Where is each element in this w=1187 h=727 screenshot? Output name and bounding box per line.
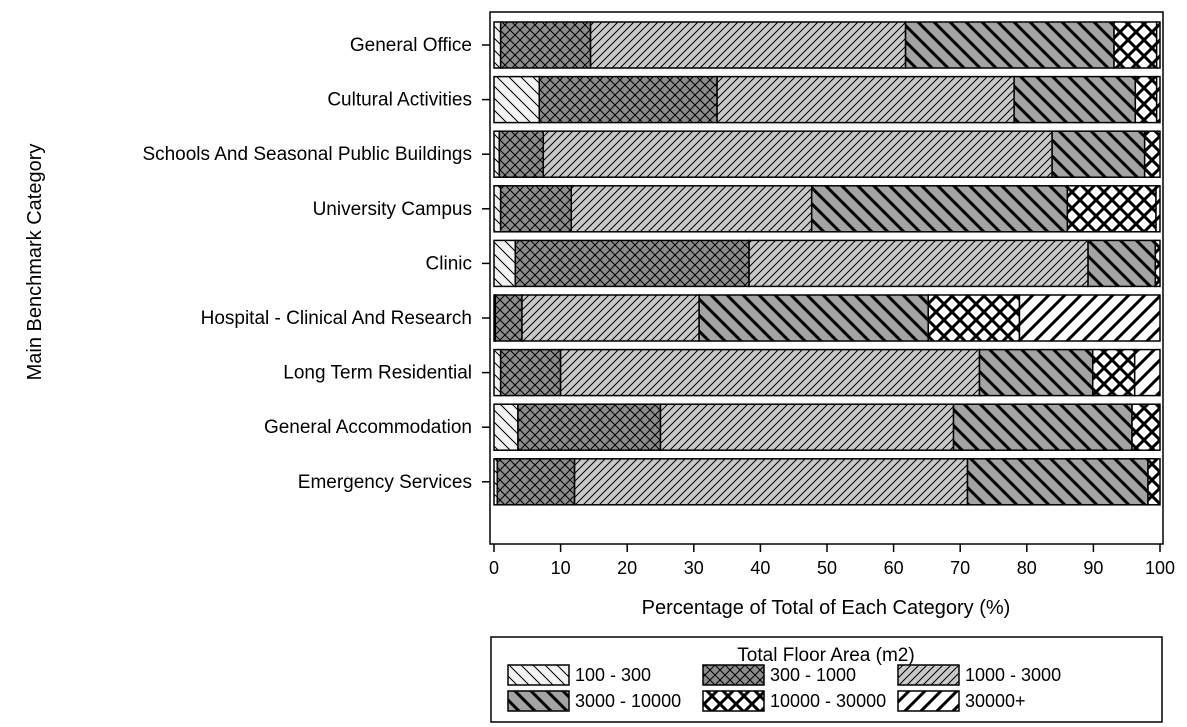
- bar-university-campus-300-1000: [499, 185, 573, 233]
- bar-clinic-3000-10000: [1087, 239, 1157, 288]
- legend-swatch-100-300: [507, 664, 570, 686]
- legend-swatch-30000: [897, 690, 960, 712]
- category-label: Long Term Residential: [283, 363, 472, 384]
- x-tick-label: 80: [1017, 558, 1037, 578]
- x-tick-label: 100: [1145, 558, 1175, 578]
- category-label: Hospital - Clinical And Research: [201, 308, 472, 329]
- bar-emergency-services-3000-10000: [966, 458, 1149, 506]
- bar-general-office-100-300: [493, 21, 502, 69]
- legend-swatch-10000-30000: [702, 690, 765, 712]
- legend-label: 1000 - 3000: [965, 665, 1061, 685]
- bar-cultural-activities-300-1000: [538, 75, 718, 124]
- legend-label: 300 - 1000: [770, 665, 856, 685]
- y-axis-title: Main Benchmark Category: [24, 144, 46, 381]
- bar-long-term-residential-300-1000: [499, 348, 562, 397]
- bar-general-accommodation-100-300: [493, 403, 519, 451]
- x-tick-label: 10: [551, 558, 571, 578]
- category-label: Emergency Services: [298, 472, 472, 493]
- bar-hospital-clinical-and-research-30000: [1018, 294, 1161, 342]
- category-label: General Accommodation: [264, 417, 472, 438]
- category-label: Schools And Seasonal Public Buildings: [142, 144, 472, 165]
- bar-long-term-residential-100-300: [493, 348, 502, 397]
- bar-hospital-clinical-and-research-10000-30000: [927, 294, 1021, 342]
- x-tick-label: 60: [884, 558, 904, 578]
- bar-emergency-services-300-1000: [496, 458, 576, 506]
- bar-hospital-clinical-and-research-3000-10000: [698, 294, 929, 342]
- legend-label: 100 - 300: [575, 665, 651, 685]
- bar-clinic-1000-3000: [748, 239, 1089, 288]
- bar-schools-and-seasonal-public-buildings-1000-3000: [542, 130, 1053, 178]
- bar-clinic-10000-30000: [1154, 239, 1161, 288]
- bar-general-accommodation-10000-30000: [1131, 403, 1161, 451]
- bar-general-office-30000: [1155, 21, 1161, 69]
- bar-general-accommodation-3000-10000: [952, 403, 1133, 451]
- bar-hospital-clinical-and-research-300-1000: [494, 294, 523, 342]
- legend-label: 30000+: [965, 691, 1026, 711]
- bar-general-accommodation-300-1000: [517, 403, 662, 451]
- category-label: Cultural Activities: [327, 90, 472, 111]
- x-tick-label: 0: [489, 558, 499, 578]
- legend-swatch-1000-3000: [897, 664, 960, 686]
- x-tick-label: 70: [950, 558, 970, 578]
- bar-cultural-activities-10000-30000: [1134, 75, 1158, 124]
- bar-schools-and-seasonal-public-buildings-10000-30000: [1143, 130, 1161, 178]
- x-tick-label: 20: [617, 558, 637, 578]
- bar-long-term-residential-3000-10000: [978, 348, 1094, 397]
- bar-schools-and-seasonal-public-buildings-100-300: [493, 130, 501, 178]
- bar-clinic-100-300: [493, 239, 517, 288]
- category-label: General Office: [350, 35, 472, 56]
- bars-layer: [493, 21, 1161, 506]
- bar-university-campus-1000-3000: [570, 185, 813, 233]
- bar-clinic-300-1000: [514, 239, 750, 288]
- bar-hospital-clinical-and-research-1000-3000: [521, 294, 700, 342]
- legend-label: 10000 - 30000: [770, 691, 886, 711]
- bar-general-office-300-1000: [499, 21, 592, 69]
- category-labels: General Office Cultural Activities Schools…: [142, 35, 490, 493]
- bar-university-campus-30000: [1155, 185, 1161, 233]
- bar-general-office-1000-3000: [589, 21, 907, 69]
- bar-university-campus-100-300: [493, 185, 502, 233]
- legend-title: Total Floor Area (m2): [737, 645, 914, 666]
- category-label: Clinic: [426, 253, 472, 274]
- bar-emergency-services-1000-3000: [573, 458, 969, 506]
- legend: Total Floor Area (m2) 100 - 300 300 - 100…: [490, 636, 1163, 723]
- legend-frame: [490, 636, 1163, 723]
- legend-label: 3000 - 10000: [575, 691, 681, 711]
- legend-swatch-300-1000: [702, 664, 765, 686]
- x-tick-label: 30: [684, 558, 704, 578]
- x-tick-label: 90: [1083, 558, 1103, 578]
- bar-cultural-activities-3000-10000: [1013, 75, 1137, 124]
- bar-general-accommodation-1000-3000: [659, 403, 955, 451]
- x-tick-label: 40: [750, 558, 770, 578]
- bar-cultural-activities-30000: [1155, 75, 1161, 124]
- x-tick-label: 50: [817, 558, 837, 578]
- bar-cultural-activities-1000-3000: [716, 75, 1015, 124]
- bar-university-campus-3000-10000: [810, 185, 1069, 233]
- legend-swatch-3000-10000: [507, 690, 570, 712]
- bar-schools-and-seasonal-public-buildings-300-1000: [498, 130, 545, 178]
- bar-schools-and-seasonal-public-buildings-3000-10000: [1051, 130, 1146, 178]
- bar-emergency-services-10000-30000: [1147, 458, 1161, 506]
- bar-long-term-residential-30000: [1133, 348, 1161, 397]
- bar-general-office-3000-10000: [904, 21, 1115, 69]
- bar-cultural-activities-100-300: [493, 75, 541, 124]
- bar-long-term-residential-1000-3000: [559, 348, 981, 397]
- bar-general-office-10000-30000: [1113, 21, 1158, 69]
- x-axis: 0 10 20 30 40 50 60 70 80 90 100: [489, 544, 1175, 578]
- category-label: University Campus: [313, 199, 472, 220]
- x-axis-title: Percentage of Total of Each Category (%): [642, 597, 1011, 619]
- bar-long-term-residential-10000-30000: [1091, 348, 1136, 397]
- bar-university-campus-10000-30000: [1066, 185, 1157, 233]
